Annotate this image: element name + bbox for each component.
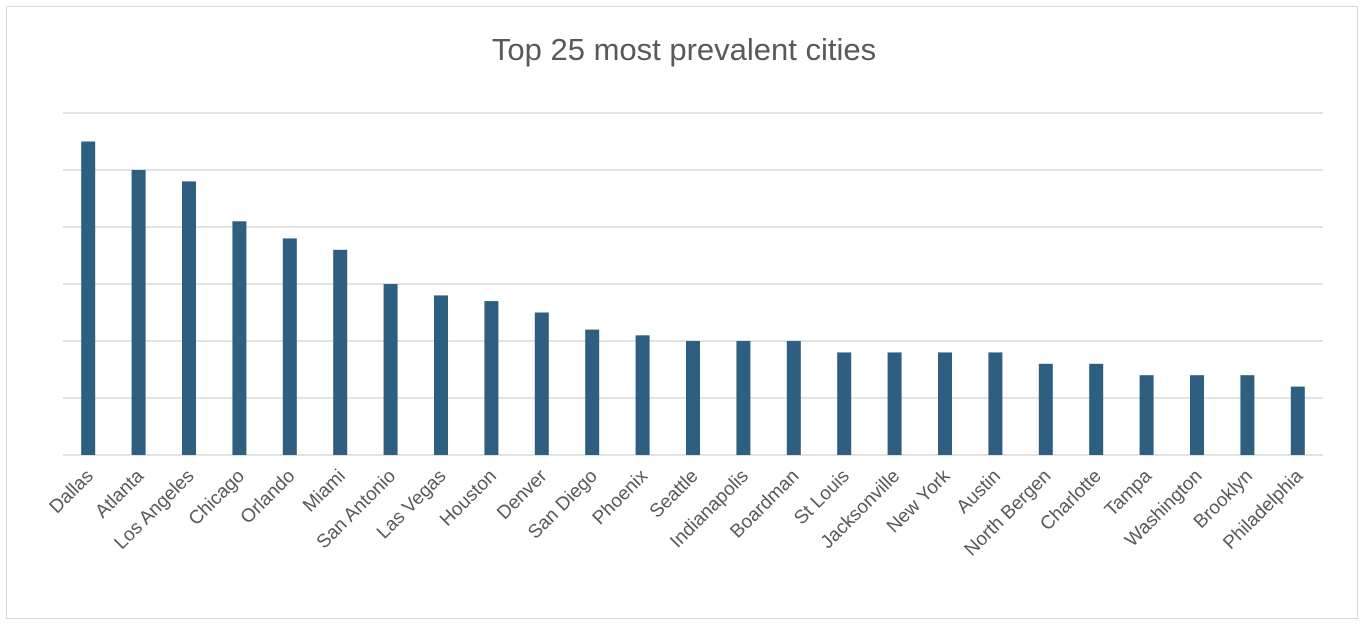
bar-st-louis <box>837 352 852 455</box>
bar-miami <box>333 249 348 455</box>
bar-philadelphia <box>1290 386 1305 455</box>
bar-dallas <box>81 141 96 455</box>
bar-san-antonio <box>383 284 398 455</box>
bar-indianapolis <box>736 341 751 455</box>
bar-atlanta <box>131 170 146 455</box>
bar-austin <box>988 352 1003 455</box>
bar-washington <box>1190 375 1204 455</box>
chart-title: Top 25 most prevalent cities <box>491 32 877 67</box>
x-tick-label: Houston <box>436 466 501 531</box>
x-tick-label: Phoenix <box>589 465 653 529</box>
bar-las-vegas <box>434 295 448 455</box>
bar-jacksonville <box>887 352 902 455</box>
bar-new-york <box>938 352 952 455</box>
bar-boardman <box>786 341 801 455</box>
chart-frame <box>6 6 1358 619</box>
bar-denver <box>534 312 549 455</box>
bar-san-diego <box>585 329 600 455</box>
bar-brooklyn <box>1240 375 1255 455</box>
bar-chicago <box>232 221 247 455</box>
x-tick-label: Chicago <box>185 466 249 530</box>
bar-tampa <box>1139 375 1154 455</box>
x-tick-label: Orlando <box>237 466 300 529</box>
bar-houston <box>484 301 499 455</box>
x-tick-label: Dallas <box>46 466 98 518</box>
bar-phoenix <box>635 335 650 455</box>
bar-seattle <box>686 341 700 455</box>
bar-charlotte <box>1089 363 1104 455</box>
bar-north-bergen <box>1038 363 1053 455</box>
bar-orlando <box>282 238 297 455</box>
bar-los-angeles <box>182 181 196 455</box>
